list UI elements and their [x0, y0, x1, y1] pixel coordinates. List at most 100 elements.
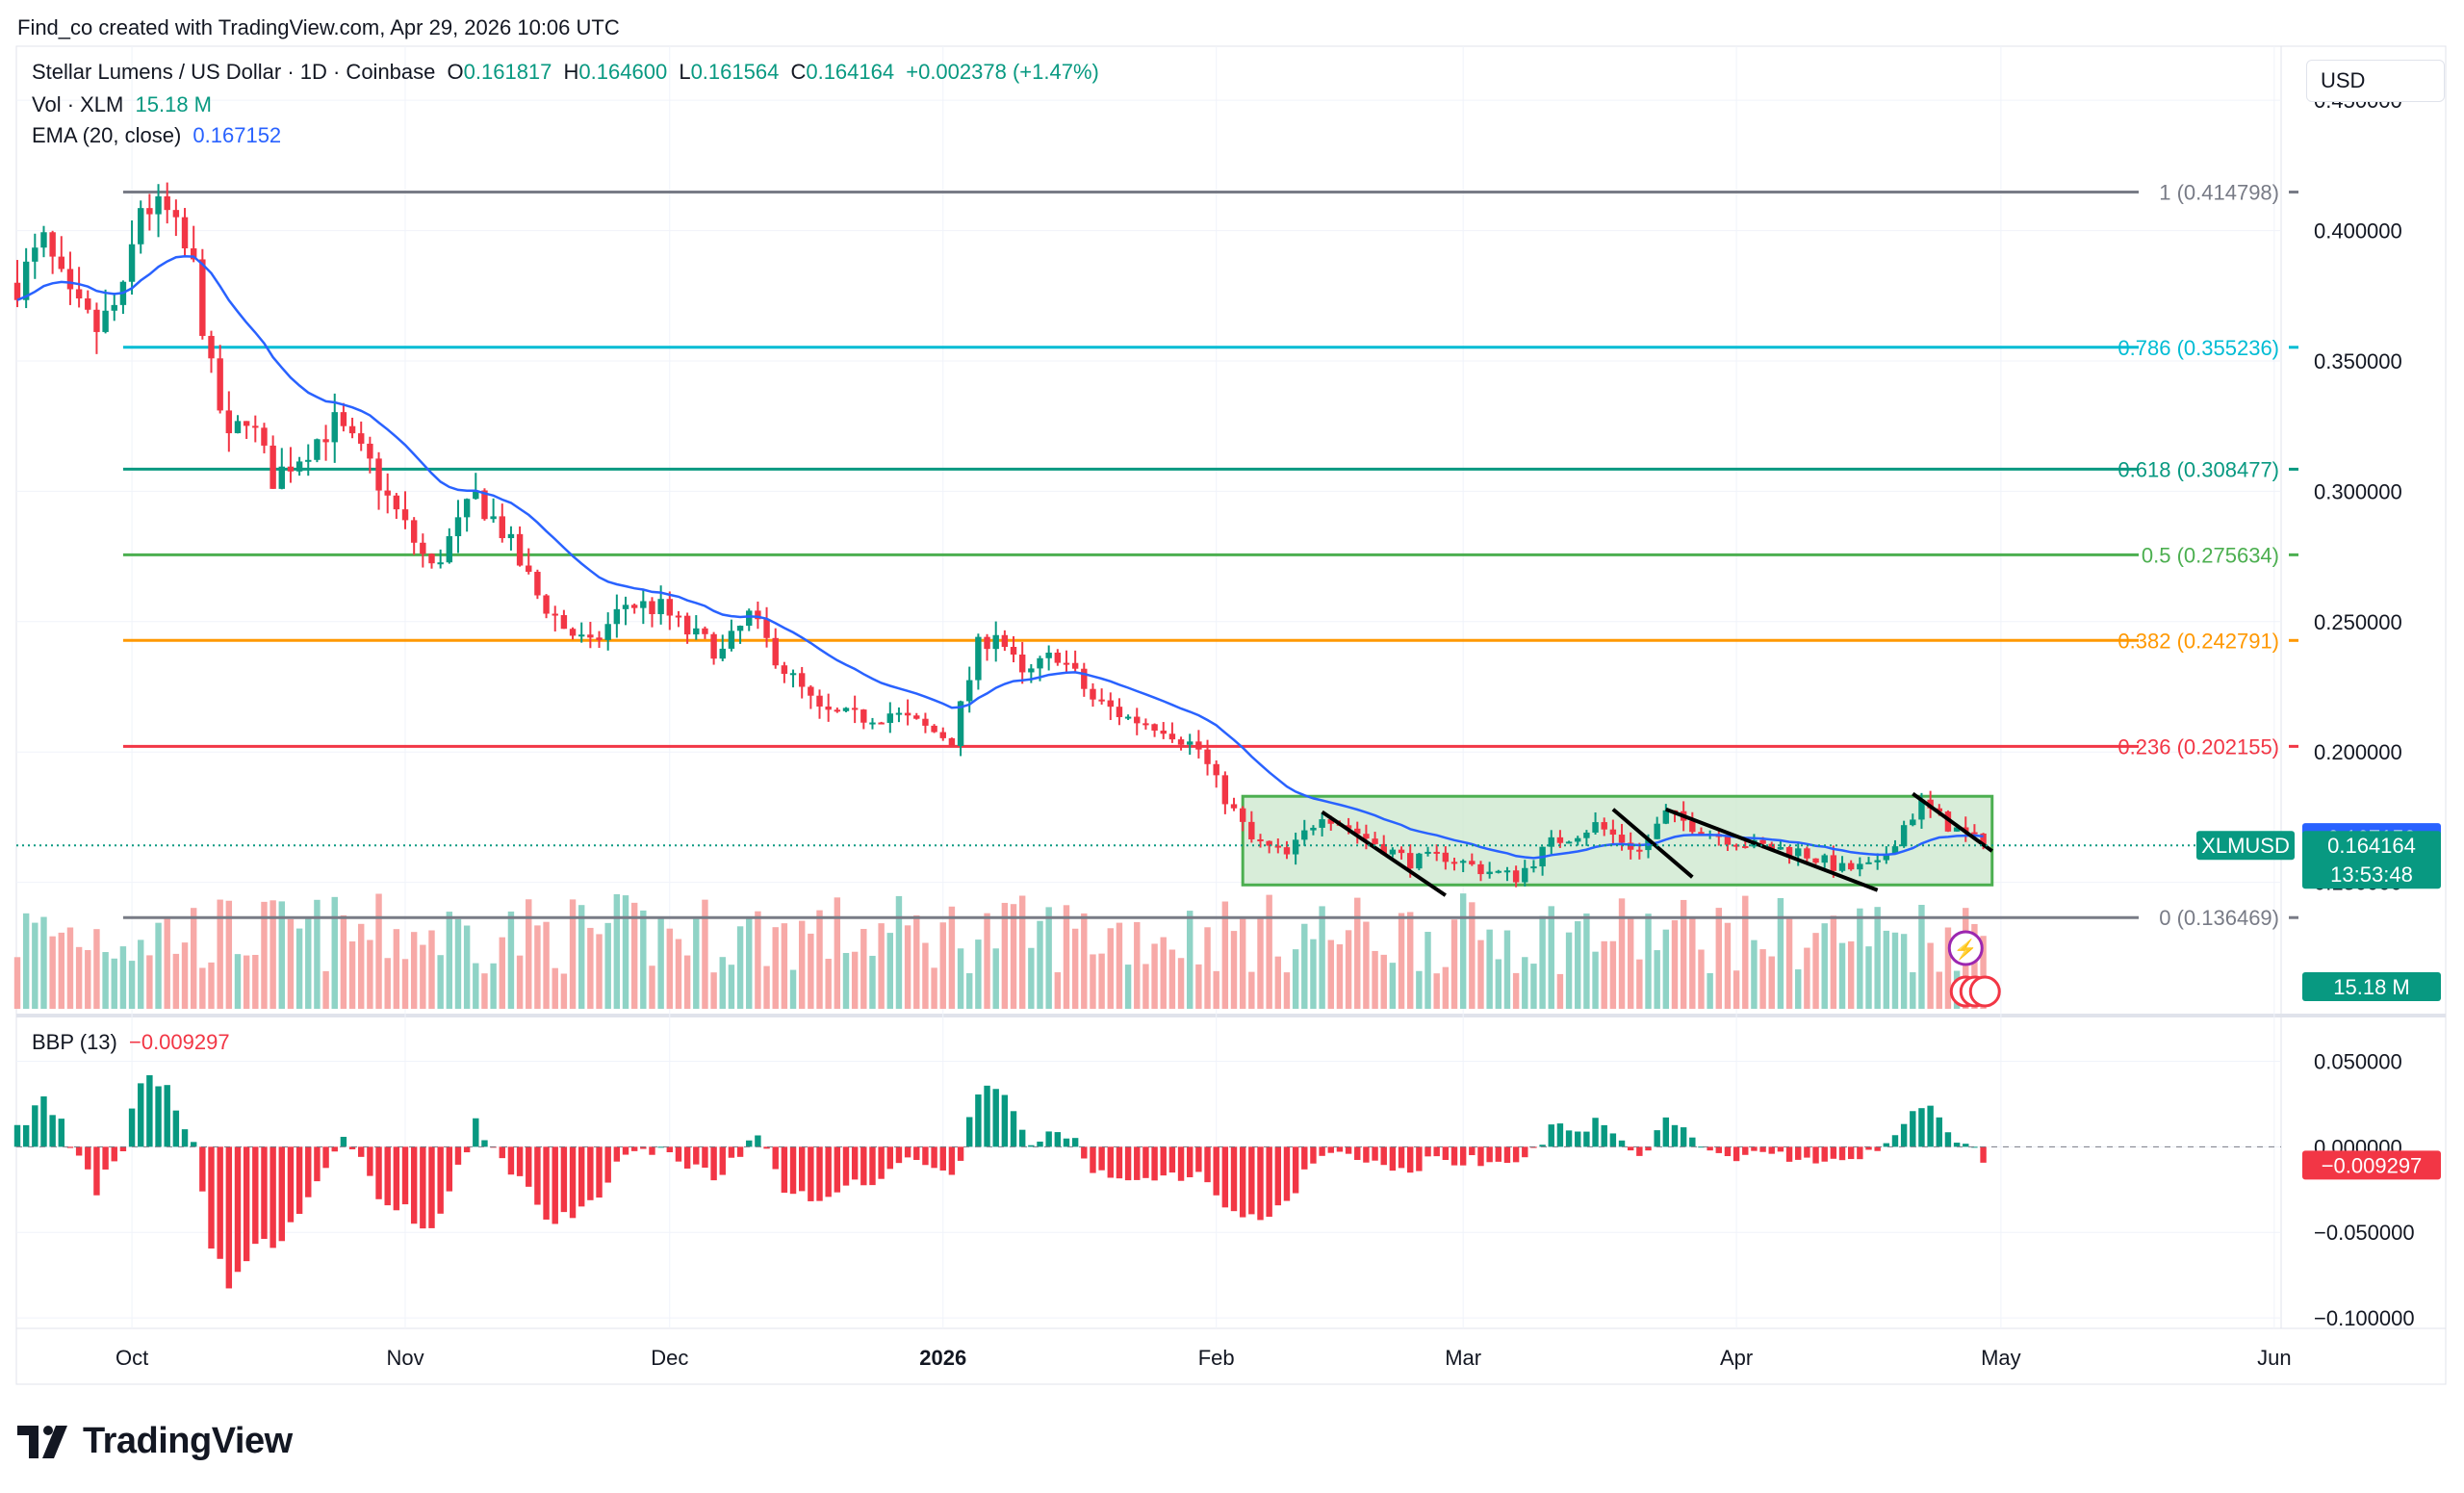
- bbp-bar: [1512, 1146, 1520, 1163]
- candle-body: [516, 533, 524, 566]
- bbp-bar: [454, 1146, 462, 1165]
- economic-event-icon[interactable]: [1968, 975, 2001, 1008]
- volume-bar: [922, 942, 929, 1009]
- candle-body: [1900, 825, 1908, 847]
- bbp-bar: [895, 1146, 903, 1164]
- bbp-bar: [851, 1146, 859, 1180]
- bbp-bar: [1424, 1146, 1431, 1157]
- candle-body: [1971, 832, 1978, 835]
- candle-body: [702, 628, 708, 634]
- bbp-bar: [1090, 1146, 1096, 1173]
- lightning-event-glyph: ⚡: [1954, 938, 1978, 961]
- volume-bar: [957, 948, 964, 1009]
- trendline[interactable]: [1321, 810, 1447, 897]
- volume-bar: [367, 940, 373, 1009]
- volume-bar: [816, 910, 823, 1009]
- volume-bar: [1785, 918, 1793, 1009]
- candle-body: [1301, 830, 1308, 840]
- candle-body: [1953, 827, 1961, 832]
- bbp-bar: [808, 1146, 814, 1201]
- volume-badge: [2302, 972, 2441, 1001]
- volume-bar: [410, 932, 418, 1009]
- trendline[interactable]: [1912, 791, 1993, 853]
- candle-body: [808, 686, 814, 696]
- candle-body: [736, 626, 744, 631]
- volume-bar: [102, 952, 109, 1009]
- candle-body: [1319, 819, 1325, 828]
- candle-body: [1601, 822, 1607, 830]
- candle-body: [1768, 843, 1775, 850]
- trendline[interactable]: [1611, 808, 1694, 879]
- bbp-bar: [128, 1108, 136, 1147]
- candle-body: [746, 610, 753, 627]
- volume-bar: [1477, 940, 1484, 1009]
- volume-bar: [1795, 969, 1802, 1009]
- volume-bar: [1037, 920, 1043, 1009]
- bbp-bar: [32, 1105, 38, 1147]
- legend-close-label: C: [790, 60, 807, 84]
- volume-bar: [1142, 964, 1149, 1009]
- candle-body: [1071, 662, 1079, 669]
- candle-body: [825, 706, 832, 710]
- time-axis-label: Jun: [2257, 1346, 2291, 1370]
- candle-body: [1345, 825, 1352, 829]
- candle-body: [75, 289, 83, 299]
- candle-body: [375, 458, 382, 491]
- candle-body: [1442, 852, 1450, 862]
- bbp-bar: [1407, 1146, 1414, 1173]
- bbp-bar: [322, 1146, 329, 1169]
- bbp-bar: [834, 1146, 841, 1193]
- candle-body: [481, 490, 488, 520]
- volume-bar: [1804, 947, 1810, 1009]
- volume-bar: [1707, 972, 1713, 1009]
- volume-bar: [1671, 919, 1679, 1009]
- bbp-bar: [1874, 1146, 1881, 1151]
- volume-bar: [208, 962, 215, 1009]
- bbp-bar: [984, 1085, 990, 1147]
- bbp-bar: [155, 1086, 162, 1147]
- bbp-bar: [755, 1135, 761, 1147]
- candle-body: [613, 608, 621, 625]
- price-badge: [2302, 831, 2441, 889]
- currency-button[interactable]: USD: [2306, 60, 2445, 102]
- volume-bar: [428, 930, 435, 1009]
- candle-body: [49, 232, 56, 257]
- bbp-bar: [1098, 1146, 1105, 1171]
- candle-body: [1283, 847, 1291, 855]
- bbp-bar: [1548, 1124, 1554, 1147]
- bbp-bar: [217, 1146, 223, 1259]
- candle-body: [234, 421, 242, 434]
- volume-bar: [869, 955, 876, 1009]
- bbp-bar: [1575, 1131, 1581, 1147]
- bbp-bar: [1609, 1133, 1617, 1147]
- volume-bar: [278, 901, 285, 1009]
- bbp-bar: [1363, 1146, 1370, 1163]
- candle-body: [1636, 849, 1643, 852]
- volume-bar: [675, 939, 682, 1009]
- bbp-bar: [1380, 1146, 1387, 1166]
- bbp-bar: [1274, 1146, 1282, 1206]
- volume-bar: [1239, 918, 1246, 1009]
- bbp-bar: [1838, 1146, 1846, 1161]
- volume-bar: [384, 958, 391, 1009]
- candle-body: [1177, 739, 1185, 745]
- bbp-bar: [1081, 1146, 1088, 1159]
- volume-bar: [781, 923, 788, 1009]
- bbp-bar: [1583, 1131, 1590, 1147]
- volume-bar: [613, 893, 621, 1009]
- volume-bar: [261, 901, 268, 1009]
- bbp-bar: [1230, 1146, 1238, 1212]
- lightning-event-icon[interactable]: [1947, 930, 1984, 966]
- candle-body: [1618, 835, 1626, 843]
- bbp-bar: [842, 1146, 850, 1186]
- volume-bar: [1609, 940, 1617, 1009]
- trendline[interactable]: [1665, 807, 1879, 892]
- volume-bar: [1645, 914, 1652, 1009]
- volume-bar: [1936, 971, 1942, 1009]
- bbp-bar: [1804, 1146, 1810, 1158]
- volume-bar: [622, 895, 629, 1009]
- volume-bar: [217, 899, 223, 1009]
- volume-bar: [808, 933, 814, 1009]
- bbp-bar: [1662, 1117, 1670, 1147]
